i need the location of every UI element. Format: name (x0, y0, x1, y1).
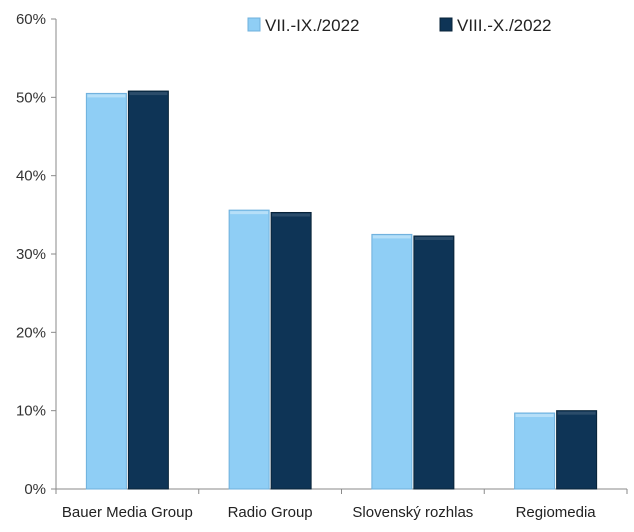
y-tick-label: 0% (24, 481, 46, 498)
bar-series-1 (85, 92, 127, 490)
bar-series-2 (127, 90, 169, 490)
category-label: Regiomedia (516, 504, 597, 521)
y-tick-label: 20% (16, 324, 46, 341)
y-tick-label: 10% (16, 403, 46, 420)
legend-label: VIII.-X./2022 (457, 16, 552, 35)
y-tick-label: 60% (16, 11, 46, 28)
bar-series-1 (228, 209, 270, 490)
category-labels: Bauer Media Group Radio Group Slovenský ro… (62, 504, 596, 521)
legend-swatch (247, 17, 261, 32)
bar-series-2 (270, 211, 312, 490)
bars (85, 90, 598, 490)
bar-highlight (414, 236, 453, 240)
category-label: Bauer Media Group (62, 504, 193, 521)
y-ticks: 0% 10% 20% 30% 40% 50% 60% (16, 11, 56, 498)
x-ticks (55, 489, 628, 494)
bar-highlight (129, 92, 168, 96)
bar-highlight (372, 235, 411, 239)
bar-highlight (87, 94, 126, 98)
bar-highlight (557, 411, 596, 415)
legend: VII.-IX./2022 VIII.-X./2022 (247, 16, 552, 35)
bar-highlight (230, 211, 269, 215)
category-label: Slovenský rozhlas (352, 504, 473, 521)
y-tick-label: 50% (16, 89, 46, 106)
bar-highlight (272, 213, 311, 217)
bar-series-2 (556, 410, 598, 490)
bar-highlight (515, 414, 554, 418)
y-tick-label: 40% (16, 168, 46, 185)
category-label: Radio Group (228, 504, 313, 521)
legend-swatch (439, 17, 453, 32)
bar-series-1 (514, 412, 556, 490)
y-tick-label: 30% (16, 246, 46, 263)
bar-series-1 (371, 233, 413, 490)
legend-label: VII.-IX./2022 (265, 16, 360, 35)
bar-series-2 (413, 235, 455, 490)
